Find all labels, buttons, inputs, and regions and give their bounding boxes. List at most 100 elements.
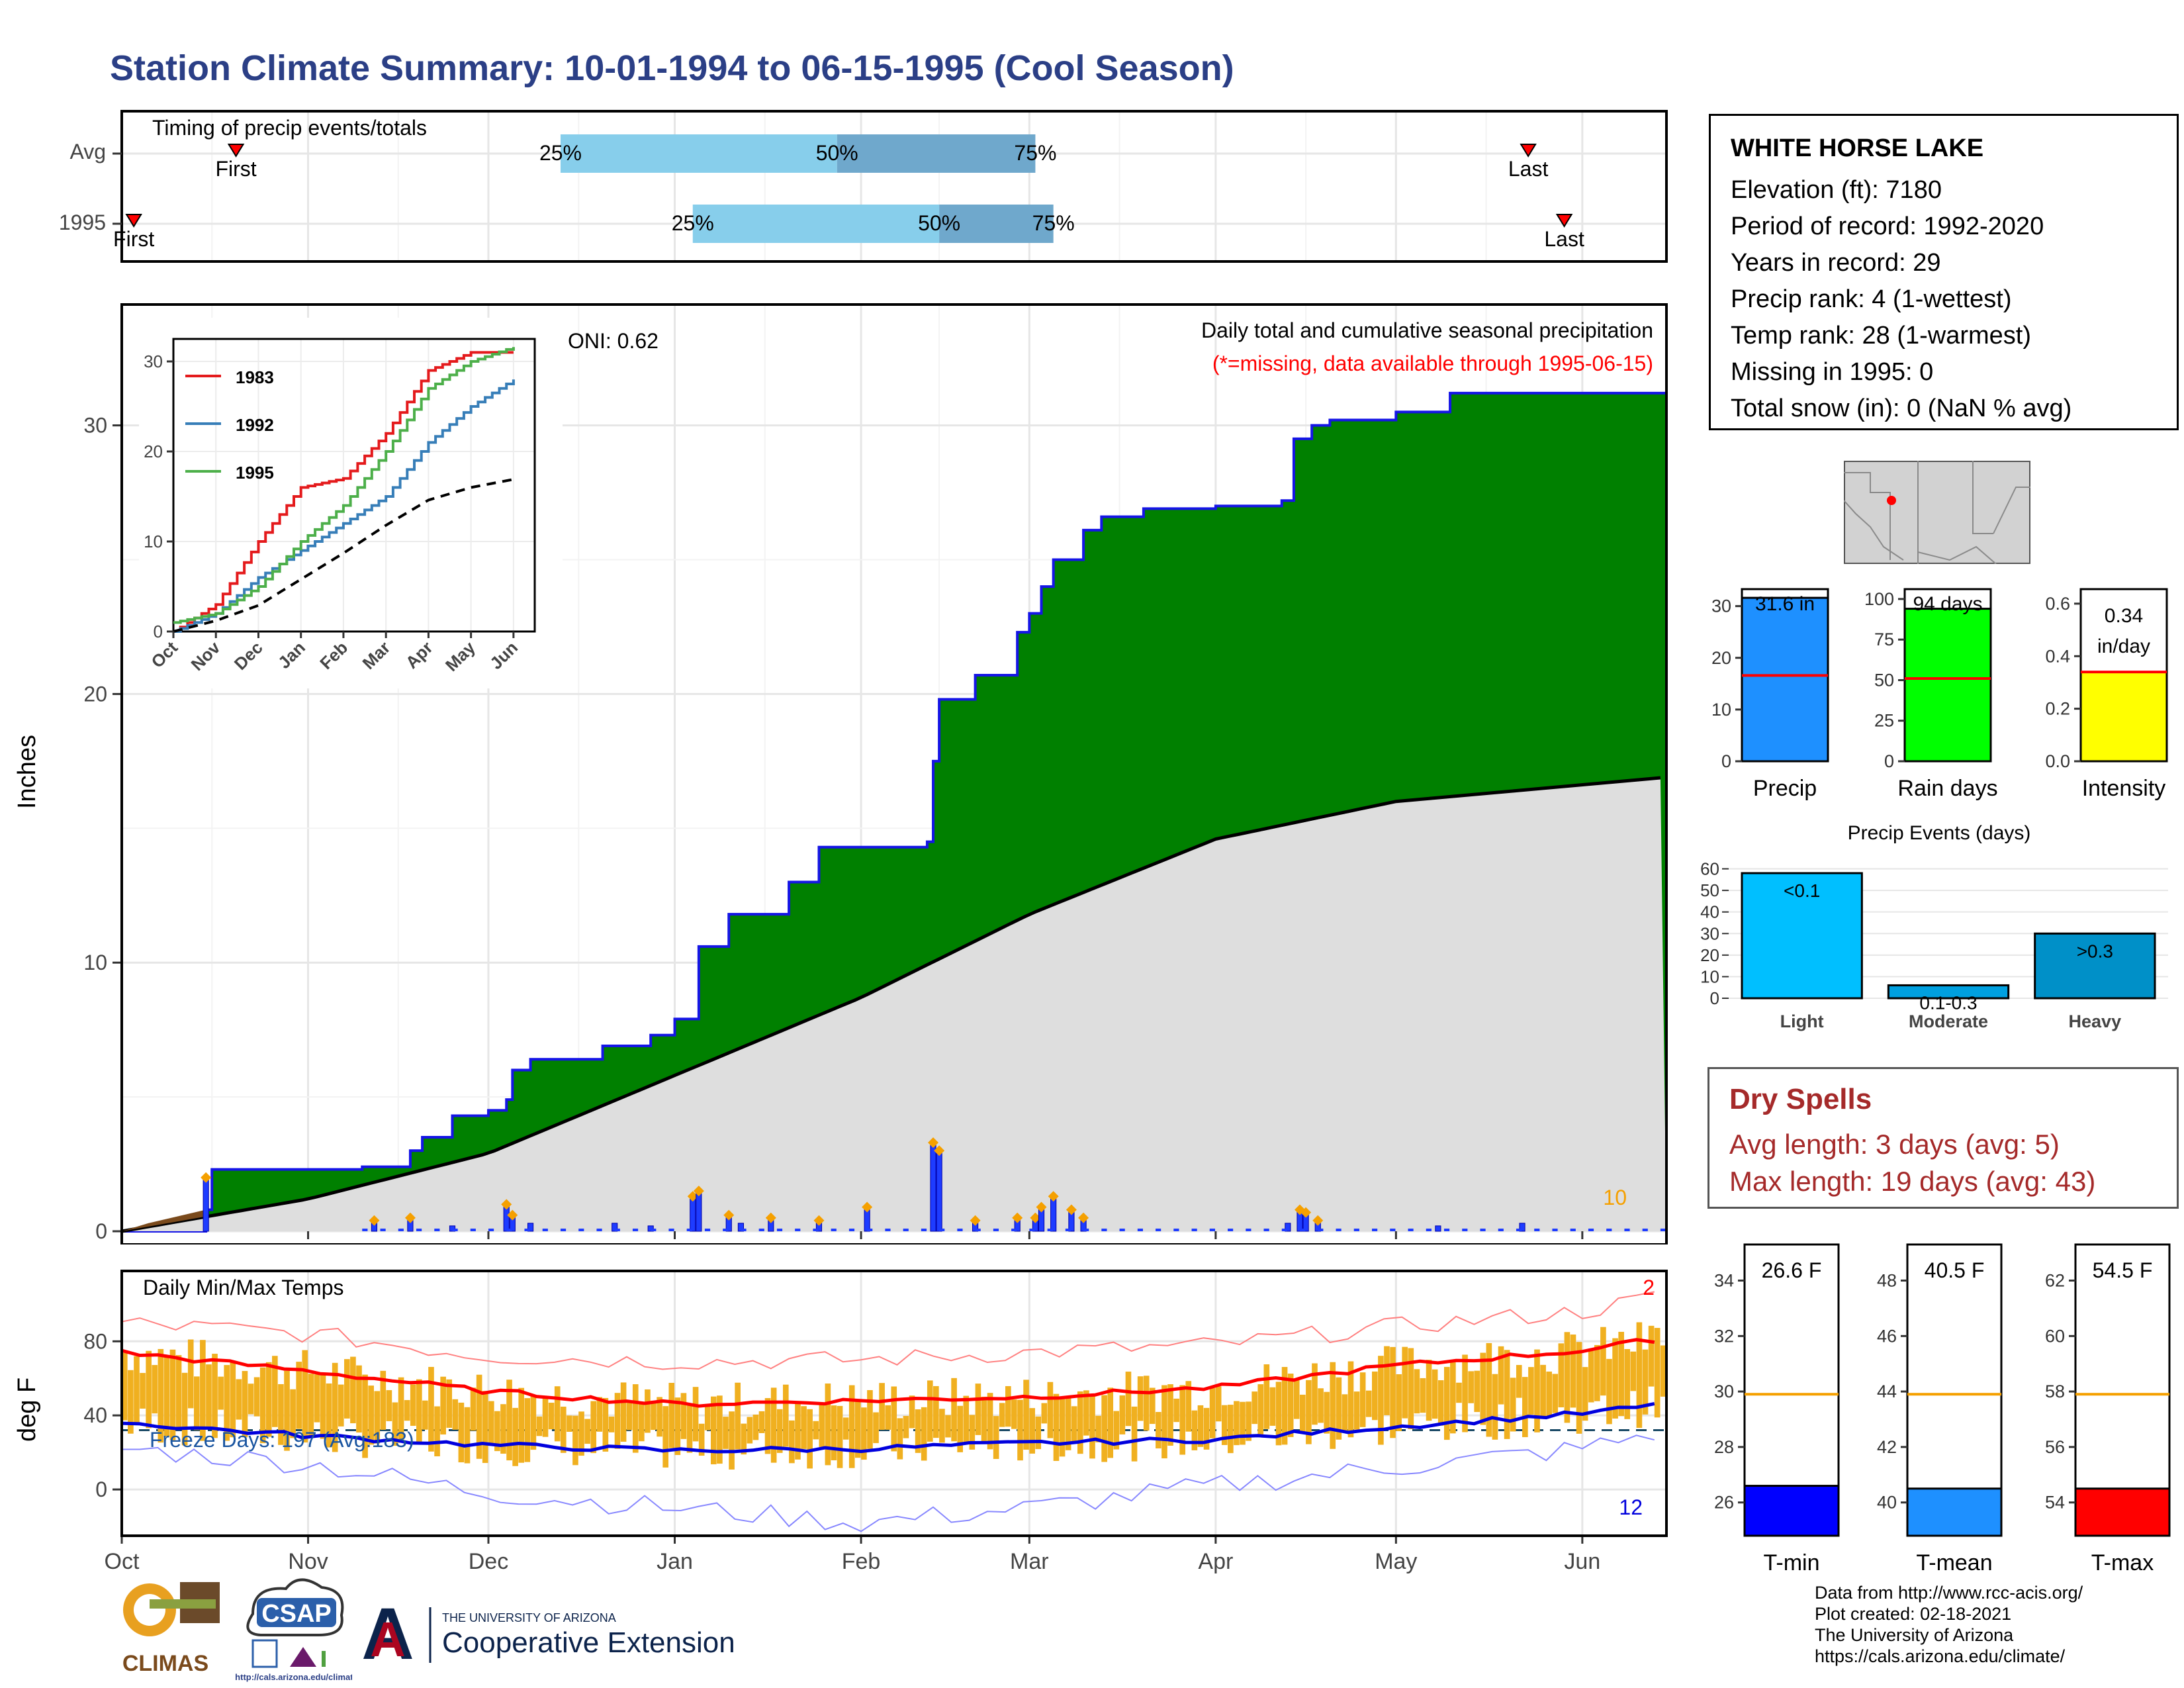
- heavy-event-marker: [687, 1191, 698, 1202]
- tmean-tick-label: 44: [1877, 1382, 1897, 1401]
- missing-data-note: (*=missing, data available through 1995-…: [1212, 352, 1653, 375]
- inset-line-average: [173, 478, 514, 633]
- timing-last-label: Last: [1508, 157, 1549, 181]
- tmean-axis-label: T-mean: [1916, 1550, 1992, 1575]
- month-label: Apr: [1198, 1549, 1234, 1574]
- record-high-count: 2: [1643, 1276, 1655, 1299]
- ua-small-text: THE UNIVERSITY OF ARIZONA: [442, 1611, 616, 1624]
- intensity-tick-label: 0.4: [2045, 646, 2070, 666]
- daily-precip-bar: [1285, 1223, 1291, 1232]
- events-tick-label: 10: [1700, 966, 1719, 986]
- inset-legend-1983: 1983: [236, 367, 274, 387]
- events-tick-label: 20: [1700, 945, 1719, 965]
- average-precip-line: [121, 776, 1661, 1233]
- heavy-event-marker: [1066, 1204, 1077, 1215]
- month-label: Jun: [1564, 1549, 1601, 1574]
- inset-y-tick-label: 0: [154, 622, 163, 641]
- precip-panel: 0 10 20 30 31.6 in Precip: [1711, 588, 1829, 801]
- events-category-label: Moderate: [1909, 1011, 1988, 1031]
- timing-bar-25-50: [692, 205, 940, 243]
- events-bar-label: 0.1-0.3: [1919, 992, 1977, 1013]
- inset-line-1983: [173, 351, 514, 633]
- timing-bar-25-50: [560, 134, 837, 173]
- tmean-bar: [1906, 1487, 2003, 1537]
- month-label: Mar: [1010, 1549, 1049, 1574]
- timing-percentile-label: 25%: [539, 141, 582, 165]
- station-snow: Total snow (in): 0 (NaN % avg): [1731, 395, 2072, 422]
- tmax-axis-label: T-max: [2091, 1550, 2154, 1575]
- station-location-marker: [1887, 496, 1896, 505]
- daily-precip-bar: [1519, 1223, 1525, 1232]
- events-bar-moderate: [1887, 984, 2010, 1000]
- heavy-event-marker: [970, 1215, 981, 1226]
- heavy-event-marker: [1030, 1212, 1041, 1223]
- daily-precip-bar: [930, 1142, 936, 1232]
- inset-line-1995: [173, 347, 515, 624]
- ua-logo: A A THE UNIVERSITY OF ARIZONA Cooperativ…: [361, 1594, 735, 1673]
- temp-y-tick-label: 0: [95, 1477, 107, 1501]
- timing-first-marker: [125, 214, 142, 228]
- temperature-bar-panels: 26 28 30 32 34 26.6 F T-min 40 42 44 46 48 40.5 F T-m…: [1714, 1243, 2171, 1575]
- record-low-count: 12: [1619, 1495, 1643, 1519]
- timing-percentile-label: 75%: [1014, 141, 1056, 165]
- tmean-value-label: 40.5 F: [1925, 1258, 1985, 1282]
- intensity-tick-label: 0.2: [2045, 699, 2070, 719]
- credit-plot-created: Plot created: 02-18-2021: [1815, 1604, 2012, 1624]
- intensity-axis-label: Intensity: [2082, 776, 2166, 801]
- intensity-panel: 0.0 0.2 0.4 0.6 0.34 in/day Intensity: [2045, 588, 2168, 801]
- heavy-event-marker: [201, 1172, 212, 1183]
- record-min-line: [122, 1434, 1655, 1532]
- tmin-tick-label: 34: [1714, 1270, 1734, 1290]
- csap-url: http://cals.arizona.edu/climate: [235, 1672, 352, 1682]
- station-period: Period of record: 1992-2020: [1731, 212, 2044, 240]
- tmean-panel: 40 42 44 46 48 40.5 F T-mean: [1877, 1243, 2003, 1575]
- tmax-value-label: 54.5 F: [2093, 1258, 2153, 1282]
- timing-last-marker: [1555, 214, 1573, 228]
- tmax-tick-label: 62: [2045, 1270, 2065, 1290]
- events-bar-label: <0.1: [1784, 880, 1820, 901]
- events-tick-label: 50: [1700, 880, 1719, 900]
- locator-map: [1844, 461, 2030, 564]
- month-label: Nov: [288, 1549, 328, 1574]
- tmean-tick-label: 46: [1877, 1326, 1897, 1346]
- page-title: Station Climate Summary: 10-01-1994 to 0…: [110, 48, 1234, 88]
- heavy-event-marker: [723, 1209, 735, 1221]
- precip-y-tick-label: 10: [83, 951, 107, 974]
- daily-precip-bar: [527, 1223, 534, 1232]
- intensity-value-label: 0.34: [2105, 605, 2143, 627]
- tmin-bar: [1743, 1485, 1840, 1537]
- rain_days-axis-label: Rain days: [1897, 776, 1997, 801]
- precip-value-label: 31.6 in: [1755, 593, 1815, 615]
- temp-y-tick-label: 40: [83, 1403, 107, 1427]
- precip-tick-label: 30: [1711, 596, 1731, 616]
- tmax-panel: 54 56 58 60 62 54.5 F T-max: [2045, 1243, 2171, 1575]
- oni-value: ONI: 0.62: [568, 329, 659, 353]
- intensity-tick-label: 0.6: [2045, 594, 2070, 614]
- timing-row-label-avg: Avg: [69, 140, 106, 164]
- events-bar-heavy: [2034, 932, 2156, 1000]
- precip-y-tick-label: 0: [95, 1219, 107, 1243]
- tmax-tick-label: 58: [2045, 1382, 2065, 1401]
- month-label: Oct: [104, 1549, 140, 1574]
- ua-big-text: Cooperative Extension: [442, 1626, 735, 1659]
- precip-tick-label: 10: [1711, 700, 1731, 720]
- events-tick-label: 30: [1700, 923, 1719, 943]
- temp-panel: 0 40 80 Daily Min/Max Temps Freeze Days: 1…: [83, 1270, 1668, 1544]
- timing-percentile-label: 75%: [1032, 211, 1075, 235]
- station-elevation: Elevation (ft): 7180: [1731, 176, 1942, 204]
- timing-last-label: Last: [1544, 227, 1584, 251]
- timing-title: Timing of precip events/totals: [152, 116, 427, 140]
- rain_days-tick-label: 75: [1874, 630, 1894, 649]
- heavy-event-count: 10: [1603, 1186, 1627, 1209]
- heavy-event-marker: [934, 1145, 945, 1156]
- daily-precip-bar: [203, 1177, 209, 1232]
- precip-y-tick-label: 30: [83, 414, 107, 438]
- avg-min-line: [121, 1402, 1655, 1454]
- heavy-event-marker: [813, 1215, 825, 1226]
- tmin-panel: 26 28 30 32 34 26.6 F T-min: [1714, 1243, 1840, 1575]
- credits: Data from http://www.rcc-acis.org/ Plot …: [1815, 1582, 2083, 1667]
- rain_days-tick-label: 0: [1884, 751, 1894, 771]
- timing-first-label: First: [215, 157, 256, 181]
- heavy-event-marker: [1012, 1212, 1023, 1223]
- timing-bar-50-75: [939, 205, 1054, 243]
